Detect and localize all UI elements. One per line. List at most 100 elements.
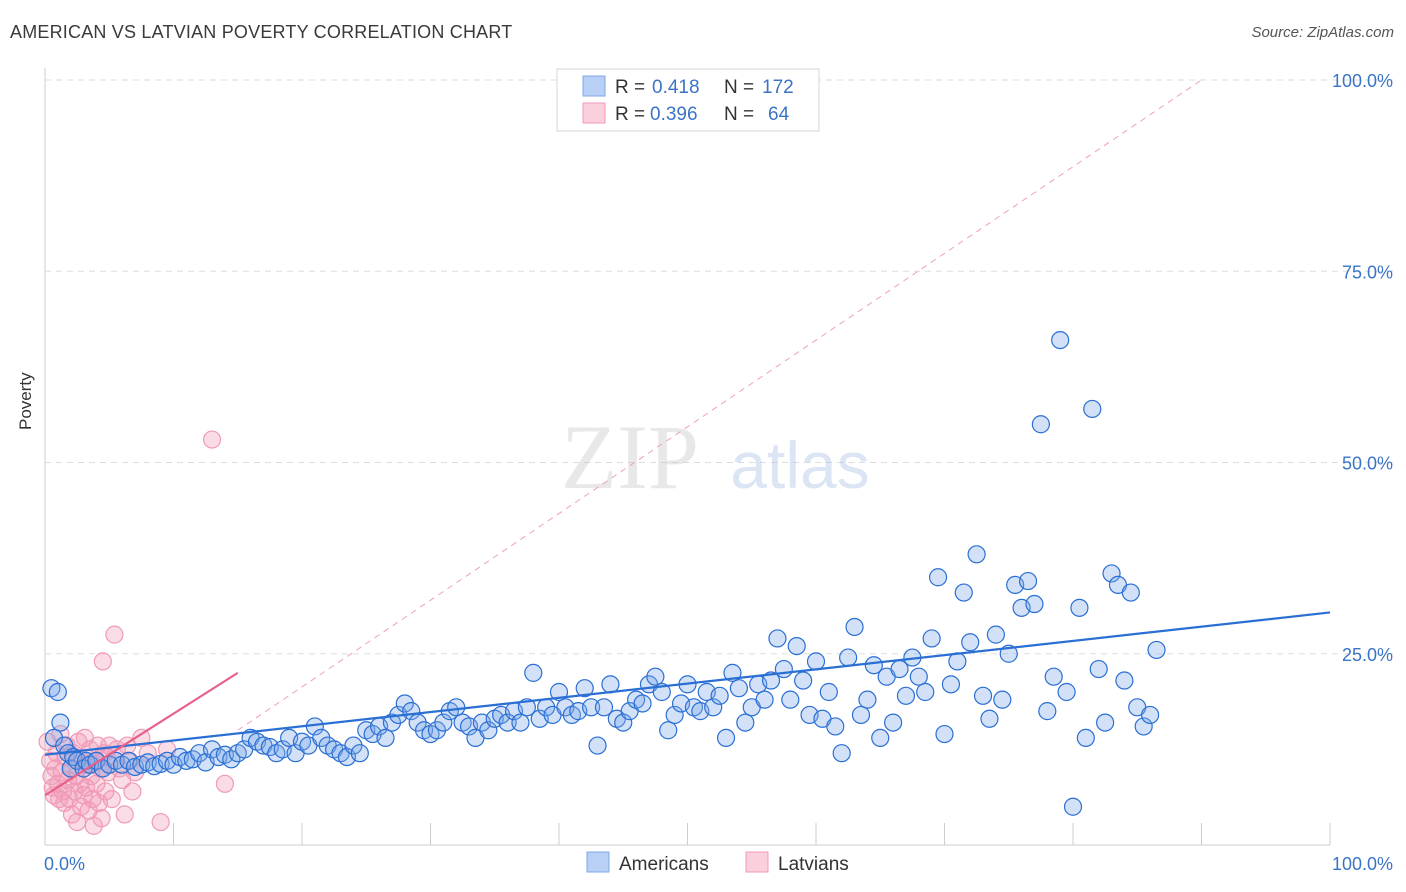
americans-point bbox=[594, 698, 614, 717]
americans-point bbox=[1083, 399, 1102, 419]
latvians-point bbox=[202, 430, 222, 449]
americans-n-value: 172 bbox=[762, 77, 794, 98]
americans-r-label: R = bbox=[615, 77, 645, 98]
americans-point bbox=[851, 705, 871, 725]
tick-labels: 25.0% 50.0% 75.0% 100.0% 0.0% 100.0% bbox=[44, 71, 1393, 874]
americans-point bbox=[755, 690, 774, 709]
y-tick-label: 100.0% bbox=[1332, 71, 1393, 91]
watermark: ZIP atlas bbox=[561, 406, 870, 508]
legend-latvians-swatch[interactable] bbox=[745, 851, 769, 873]
americans-point bbox=[1063, 797, 1083, 816]
americans-point bbox=[1057, 682, 1076, 702]
x-tick-label: 100.0% bbox=[1332, 854, 1393, 874]
americans-point bbox=[922, 629, 941, 648]
americans-point bbox=[1147, 640, 1166, 660]
americans-point bbox=[781, 690, 800, 709]
americans-point bbox=[794, 671, 813, 690]
americans-point bbox=[614, 713, 633, 732]
americans-point bbox=[665, 705, 684, 725]
americans-point bbox=[1070, 598, 1089, 617]
americans-point bbox=[1018, 571, 1038, 591]
y-tick-label: 75.0% bbox=[1342, 262, 1393, 282]
stats-legend: R = 0.418 N = 172 R = 0.396 N = 64 bbox=[556, 68, 820, 132]
americans-point bbox=[1044, 667, 1063, 686]
series-legend: Americans Latvians bbox=[586, 851, 849, 875]
latvians-point bbox=[132, 728, 151, 748]
americans-point bbox=[806, 652, 826, 671]
latvians-n-label: N = bbox=[724, 104, 754, 125]
americans-point bbox=[871, 728, 890, 748]
x-tick-label: 0.0% bbox=[44, 854, 85, 874]
americans-point bbox=[1025, 594, 1044, 614]
latvians-point bbox=[93, 652, 112, 671]
americans-point bbox=[787, 636, 806, 656]
americans-point bbox=[659, 721, 678, 740]
latvians-point bbox=[151, 812, 170, 832]
y-tick-label: 25.0% bbox=[1342, 645, 1393, 665]
americans-point bbox=[517, 698, 536, 717]
americans-point bbox=[447, 698, 466, 717]
trend-lines bbox=[44, 611, 1331, 797]
americans-n-label: N = bbox=[724, 77, 754, 98]
americans-point bbox=[1031, 415, 1050, 434]
americans-point bbox=[736, 713, 755, 732]
chart-title: AMERICAN VS LATVIAN POVERTY CORRELATION … bbox=[10, 22, 513, 42]
americans-point bbox=[1076, 728, 1095, 748]
americans-point bbox=[819, 682, 838, 702]
americans-point bbox=[44, 728, 64, 748]
americans-point bbox=[1115, 671, 1134, 690]
americans-point bbox=[973, 686, 993, 705]
americans-point bbox=[909, 667, 928, 686]
americans-point bbox=[845, 617, 864, 637]
americans-point bbox=[883, 713, 903, 732]
americans-point bbox=[832, 744, 851, 763]
americans-point bbox=[858, 690, 877, 709]
americans-point bbox=[524, 663, 543, 682]
americans-point bbox=[582, 698, 601, 717]
americans-point bbox=[588, 736, 607, 755]
americans-point bbox=[928, 568, 948, 587]
americans-point bbox=[761, 671, 781, 690]
legend-latvians-label[interactable]: Latvians bbox=[778, 854, 849, 875]
americans-point bbox=[993, 690, 1012, 709]
americans-point bbox=[935, 724, 954, 744]
americans-point bbox=[1096, 713, 1115, 732]
americans-point bbox=[633, 694, 652, 713]
americans-point bbox=[864, 656, 883, 675]
americans-point bbox=[1102, 564, 1121, 583]
americans-point bbox=[729, 679, 749, 698]
latvians-n-value: 64 bbox=[768, 104, 790, 125]
americans-point bbox=[954, 583, 973, 602]
americans-points bbox=[42, 331, 1166, 816]
americans-point bbox=[511, 713, 530, 732]
americans-point bbox=[967, 545, 986, 564]
latvians-point bbox=[115, 805, 134, 824]
legend-americans-swatch[interactable] bbox=[586, 851, 610, 873]
americans-point bbox=[575, 679, 594, 698]
legend-americans-label[interactable]: Americans bbox=[619, 854, 709, 875]
americans-point bbox=[646, 667, 665, 686]
latvians-point bbox=[84, 816, 103, 835]
americans-point bbox=[704, 698, 723, 717]
americans-point bbox=[961, 633, 980, 652]
americans-point bbox=[941, 675, 961, 694]
americans-trend-line bbox=[44, 611, 1331, 756]
americans-swatch bbox=[582, 75, 606, 97]
watermark-zip: ZIP bbox=[561, 406, 699, 508]
americans-point bbox=[1140, 705, 1160, 725]
latvians-point bbox=[92, 809, 111, 828]
reference-line bbox=[237, 79, 1202, 731]
americans-point bbox=[768, 629, 787, 648]
axes bbox=[44, 68, 1331, 846]
americans-point bbox=[1121, 583, 1140, 602]
americans-point bbox=[350, 744, 369, 763]
americans-point bbox=[896, 686, 916, 705]
americans-point bbox=[1038, 702, 1057, 721]
americans-point bbox=[1089, 659, 1108, 679]
latvians-point bbox=[215, 774, 234, 793]
latvians-point bbox=[77, 778, 96, 797]
latvians-point bbox=[123, 782, 142, 801]
americans-point bbox=[51, 713, 70, 732]
americans-point bbox=[601, 675, 620, 694]
